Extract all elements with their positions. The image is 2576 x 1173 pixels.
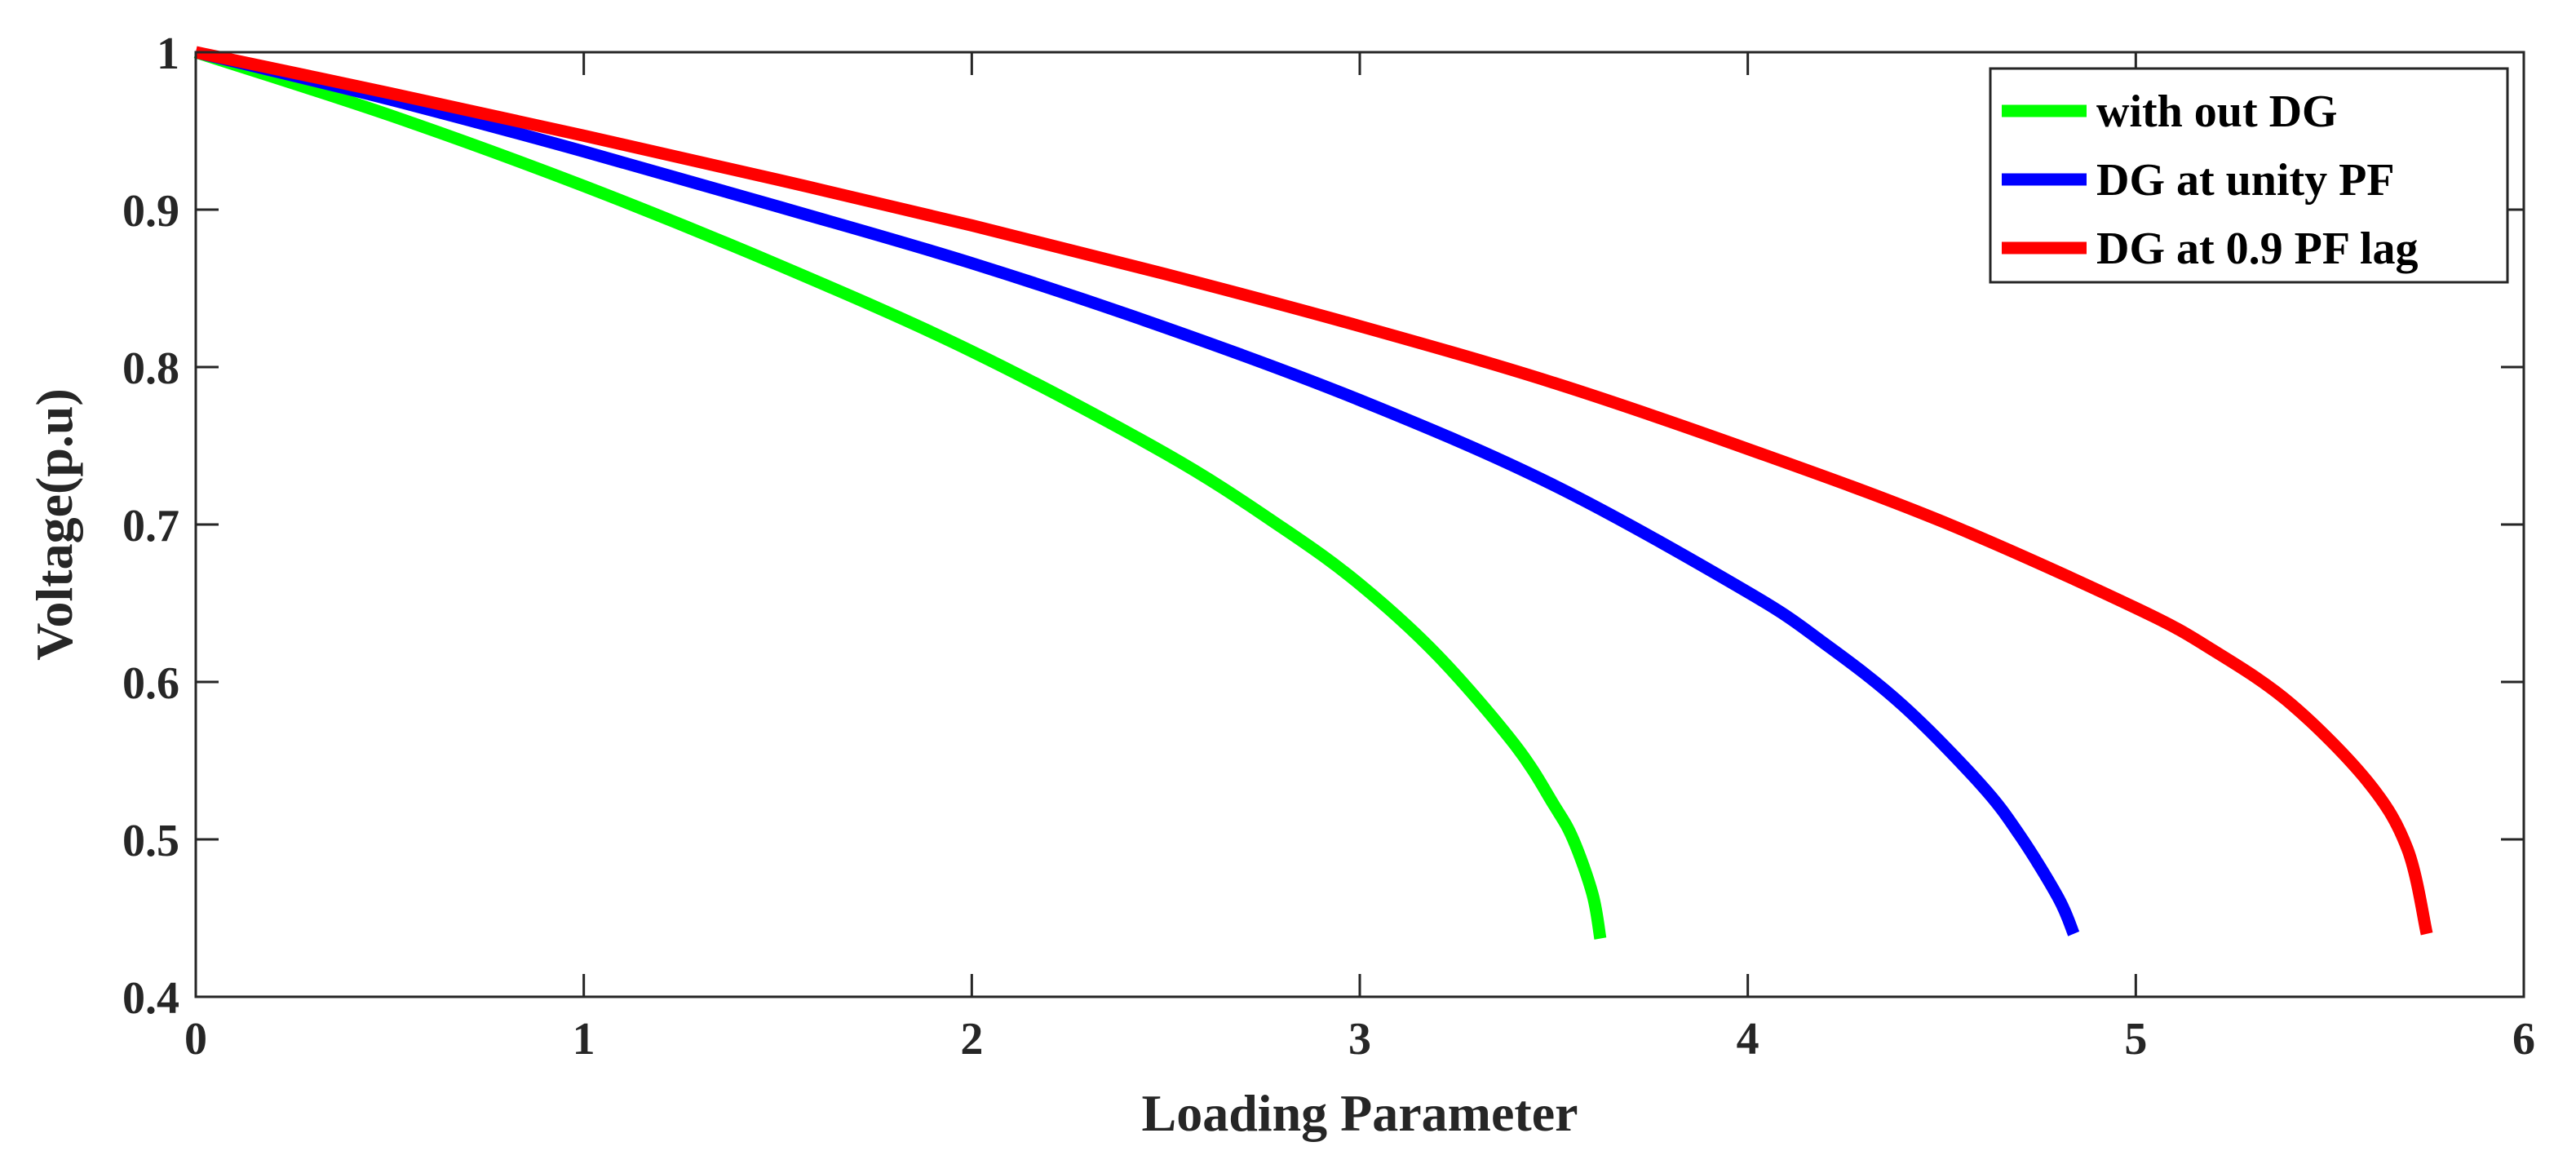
x-tick-label: 2 (960, 1014, 983, 1065)
x-tick-label: 1 (573, 1014, 595, 1065)
x-tick-label: 6 (2512, 1014, 2535, 1065)
legend-label: DG at unity PF (2096, 155, 2395, 206)
series-line-with-out-dg (193, 46, 1607, 940)
y-tick-label: 0.6 (122, 658, 179, 709)
x-axis-label: Loading Parameter (1142, 1084, 1578, 1142)
legend-label: with out DG (2096, 86, 2338, 137)
x-tick-label: 4 (1737, 1014, 1759, 1065)
y-tick-label: 0.4 (122, 973, 179, 1024)
x-tick-label: 3 (1348, 1014, 1371, 1065)
y-tick-label: 0.5 (122, 816, 179, 866)
y-tick-label: 0.8 (122, 343, 179, 394)
y-axis-label: Voltage(p.u) (25, 388, 83, 661)
x-tick-label: 5 (2124, 1014, 2147, 1065)
tick-label-group: 0 1 2 3 4 5 6 0.4 0.5 0.6 0.7 0.8 0.9 1 (122, 29, 2535, 1065)
x-tick-label: 0 (184, 1014, 207, 1065)
y-tick-label: 0.7 (122, 501, 179, 551)
legend: with out DG DG at unity PF DG at 0.9 PF la… (1989, 67, 2509, 284)
series-line-dg-at-0-9-pf-lag (194, 46, 2433, 936)
y-tick-label: 1 (157, 29, 179, 79)
tick-group (194, 51, 2525, 998)
series-line-dg-at-unity-pf (194, 46, 2080, 936)
y-tick-label: 0.9 (122, 186, 179, 237)
legend-label: DG at 0.9 PF lag (2096, 224, 2419, 274)
series-group (193, 46, 2433, 940)
